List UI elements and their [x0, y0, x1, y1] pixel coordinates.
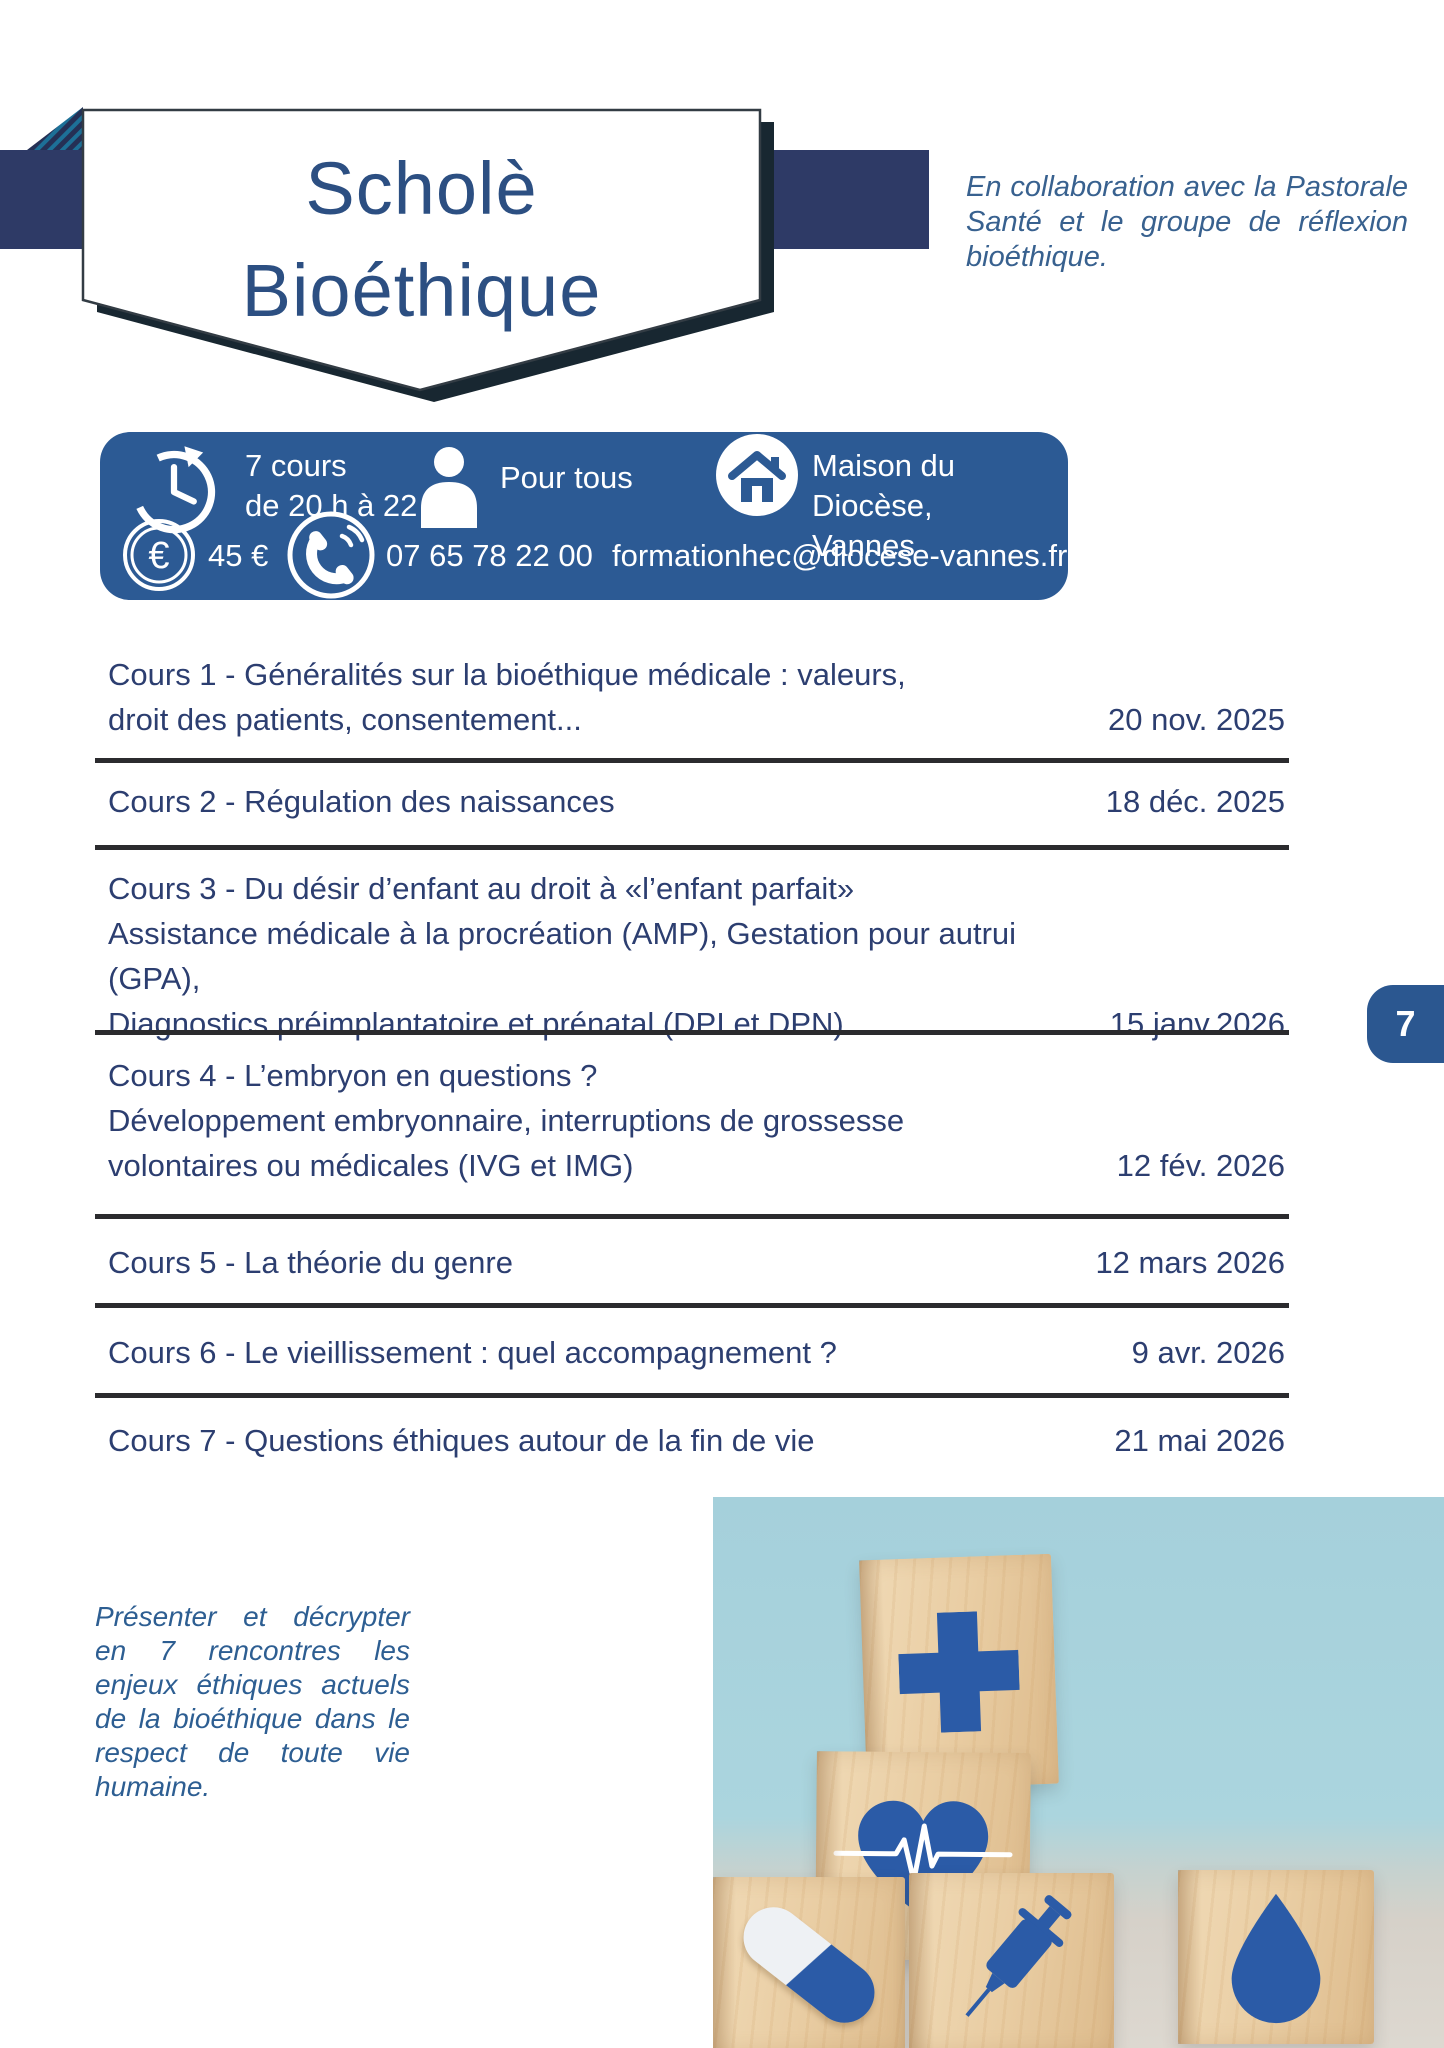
course-row: Cours 3 - Du désir d’enfant au droit à «…	[108, 866, 1285, 1046]
wooden-block	[713, 1877, 905, 2048]
house-icon	[716, 434, 798, 516]
syringe-icon	[964, 1895, 1071, 2017]
course-title: Cours 6 - Le vieillissement : quel accom…	[108, 1335, 837, 1370]
course-date: 15 janv.2026	[1109, 1006, 1285, 1041]
course-title: Cours 3 - Du désir d’enfant au droit à «…	[108, 871, 1017, 1041]
wooden-block	[909, 1873, 1114, 2048]
row-divider	[95, 1303, 1289, 1308]
course-title: Cours 1 - Généralités sur la bioéthique …	[108, 657, 906, 737]
banner-face	[81, 108, 762, 392]
euro-icon: €	[123, 519, 195, 591]
collaboration-note: En collaboration avec la Pastorale Santé…	[966, 171, 1408, 273]
page-title-line2: Bioéthique	[241, 249, 602, 332]
course-date: 12 mars 2026	[1095, 1245, 1285, 1280]
hatched-corner-decoration	[27, 107, 83, 150]
audience-label: Pour tous	[500, 460, 633, 495]
wooden-block	[1178, 1870, 1374, 2044]
course-row: Cours 4 - L’embryon en questions ? Dével…	[108, 1053, 1285, 1188]
practical-info-box: 7 cours de 20 h à 22 h Pour tous Maison …	[100, 432, 1068, 600]
title-banner-shape	[27, 107, 774, 402]
page-title: Scholè Bioéthique	[83, 138, 760, 342]
phone-icon	[287, 511, 375, 599]
course-row: Cours 7 - Questions éthiques autour de l…	[108, 1418, 1285, 1463]
course-title: Cours 4 - L’embryon en questions ? Dével…	[108, 1058, 905, 1183]
course-row: Cours 6 - Le vieillissement : quel accom…	[108, 1330, 1285, 1375]
course-date: 20 nov. 2025	[1108, 702, 1285, 737]
row-divider	[95, 845, 1289, 850]
pill-icon	[731, 1894, 887, 2035]
row-divider	[95, 1030, 1289, 1035]
course-date: 12 fév. 2026	[1116, 1148, 1285, 1183]
page-number: 7	[1395, 1003, 1416, 1044]
row-divider	[95, 1214, 1289, 1219]
person-icon	[421, 447, 477, 528]
course-date: 9 avr. 2026	[1131, 1335, 1285, 1370]
page-title-line1: Scholè	[305, 147, 538, 230]
page-number-tab: 7	[1367, 985, 1444, 1063]
location-label: Maison du Diocèse, Vannes	[812, 448, 956, 563]
price-label: 45 €	[208, 538, 269, 573]
course-title: Cours 7 - Questions éthiques autour de l…	[108, 1423, 815, 1458]
wooden-block	[859, 1553, 1059, 1791]
water-drop-icon	[1231, 1893, 1321, 2023]
course-title: Cours 2 - Régulation des naissances	[108, 784, 615, 819]
intro-paragraph: Présenter et décrypter en 7 rencontres l…	[95, 1601, 410, 1802]
svg-text:€: €	[148, 535, 169, 577]
medical-cross-icon	[898, 1611, 1020, 1733]
course-row: Cours 2 - Régulation des naissances 18 d…	[108, 779, 1285, 824]
row-divider	[95, 758, 1289, 763]
course-title: Cours 5 - La théorie du genre	[108, 1245, 513, 1280]
email-address: formationhec@diocese-vannes.fr	[612, 538, 1068, 573]
clock-icon	[132, 446, 216, 534]
course-date: 18 déc. 2025	[1105, 784, 1285, 819]
row-divider	[95, 1393, 1289, 1398]
course-row: Cours 5 - La théorie du genre 12 mars 20…	[108, 1240, 1285, 1285]
course-date: 21 mai 2026	[1114, 1423, 1285, 1458]
course-row: Cours 1 - Généralités sur la bioéthique …	[108, 652, 1285, 742]
phone-number: 07 65 78 22 00	[386, 538, 593, 573]
medical-blocks-photo	[713, 1497, 1444, 2048]
